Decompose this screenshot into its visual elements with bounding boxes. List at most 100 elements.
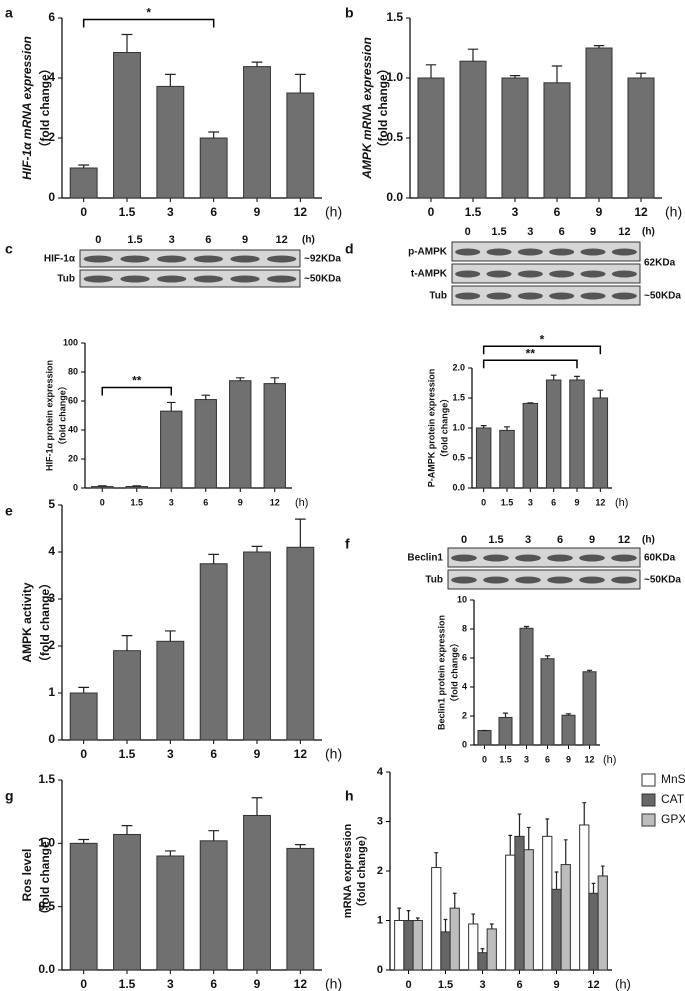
bar	[585, 47, 613, 199]
bar	[286, 92, 315, 199]
blot-row-label: Tub	[57, 274, 75, 285]
x-tick-label: 0	[80, 747, 87, 761]
bar	[431, 867, 442, 971]
error-bar	[574, 375, 580, 380]
error-bar	[397, 907, 402, 921]
lane-label: 9	[589, 534, 595, 546]
error-bar	[597, 389, 604, 398]
lane-label: 1.5	[491, 226, 506, 238]
y-tick-label: 1.5	[38, 772, 55, 786]
legend-swatch	[641, 773, 656, 787]
error-bar	[425, 64, 437, 78]
significance-bracket	[82, 18, 215, 28]
panel-letter: g	[5, 788, 14, 804]
blot-row-label: Tub	[425, 575, 443, 586]
y-axis-label: （fold change）	[355, 829, 368, 913]
legend-label: MnSOD	[661, 772, 685, 786]
blot-band	[451, 554, 477, 562]
error-bar	[121, 635, 133, 651]
error-bar	[164, 73, 176, 87]
bar	[199, 137, 228, 199]
panel: b 0.0 0.5 1.0 1.5 AMPK mRNA expression （fold c…	[345, 5, 682, 220]
x-tick-label: 6	[516, 979, 522, 991]
blot-band	[515, 576, 541, 584]
bar	[592, 397, 609, 489]
blot-band	[549, 270, 575, 278]
error-bar	[121, 825, 133, 835]
x-tick-label: 1.5	[119, 205, 136, 219]
y-tick-label: 40	[68, 424, 78, 434]
blot-band	[611, 270, 637, 278]
x-tick-label: 1.5	[465, 205, 482, 219]
y-axis-label: （fold change）	[57, 381, 67, 450]
lane-label: 6	[559, 226, 565, 238]
error-bar	[235, 377, 245, 381]
x-unit: (h)	[615, 497, 628, 509]
bar	[229, 380, 252, 489]
error-bar	[544, 655, 551, 659]
panel-letter: c	[5, 241, 13, 257]
lane-label: 0	[465, 226, 471, 238]
y-tick-label: 2	[462, 710, 467, 720]
blot-band	[193, 255, 223, 263]
error-bar	[586, 669, 593, 672]
panel-letter: h	[345, 788, 354, 804]
x-tick-label: 6	[210, 747, 217, 761]
x-tick-label: 9	[566, 754, 571, 764]
panel-letter: a	[5, 5, 13, 21]
blot-size-label: 60KDa	[644, 553, 676, 564]
x-tick-label: 3	[528, 497, 533, 507]
x-tick-label: 1.5	[119, 977, 136, 991]
error-bar	[593, 45, 605, 48]
bar	[160, 410, 183, 489]
error-bar	[164, 630, 176, 642]
blot-row-label: t-AMPK	[411, 269, 448, 280]
y-tick-label: 0.5	[38, 899, 55, 913]
y-axis-label: P-AMPK protein expression	[426, 369, 436, 488]
error-bar	[166, 401, 176, 412]
bar	[499, 429, 515, 489]
y-axis-label: Beclin1 protein expression	[436, 615, 446, 730]
blot-strip	[447, 569, 641, 590]
blot-band	[579, 576, 605, 584]
error-bar	[635, 72, 647, 78]
error-bar	[294, 518, 306, 548]
error-bar	[554, 871, 559, 890]
bar	[125, 486, 148, 489]
bar	[582, 671, 597, 746]
bar	[551, 888, 562, 971]
x-tick-label: 6	[551, 497, 556, 507]
error-bar	[443, 918, 448, 932]
y-tick-label: 2	[48, 130, 55, 144]
bar	[243, 814, 271, 971]
y-tick-label: 1.0	[452, 422, 465, 432]
y-tick-label: 10	[457, 594, 467, 604]
blot-band	[515, 554, 541, 562]
y-axis-label: AMPK mRNA expression	[360, 37, 374, 180]
error-bar	[526, 826, 531, 850]
bar	[243, 66, 271, 199]
error-bar	[480, 425, 487, 428]
y-tick-label: 1.0	[386, 70, 403, 84]
y-tick-label: 1	[48, 685, 55, 699]
error-bar	[406, 910, 411, 921]
error-bar	[517, 813, 522, 837]
blot-strip	[447, 547, 641, 568]
x-tick-label: 12	[294, 205, 308, 219]
lane-unit: (h)	[302, 235, 315, 246]
blot-band	[517, 248, 543, 256]
bar	[597, 875, 608, 971]
panel: a 0 2 4 6 HIF-1α mRNA expression （fold change）…	[5, 5, 342, 220]
y-tick-label: 3	[377, 815, 383, 827]
x-tick-label: 9	[238, 497, 243, 507]
error-bar	[489, 923, 494, 929]
panel: f 0 1.5 3 6 9 12 (h) Beclin1 60KDa Tub ~50KDa 0 2 4 6 8 1…	[345, 534, 681, 766]
error-bar	[527, 402, 534, 404]
bar	[69, 842, 98, 971]
y-axis-label: （fold change）	[37, 829, 52, 920]
bar	[523, 849, 534, 971]
blot-band	[517, 270, 543, 278]
bar	[440, 931, 451, 971]
error-bar	[78, 838, 90, 844]
blot-band	[483, 554, 509, 562]
